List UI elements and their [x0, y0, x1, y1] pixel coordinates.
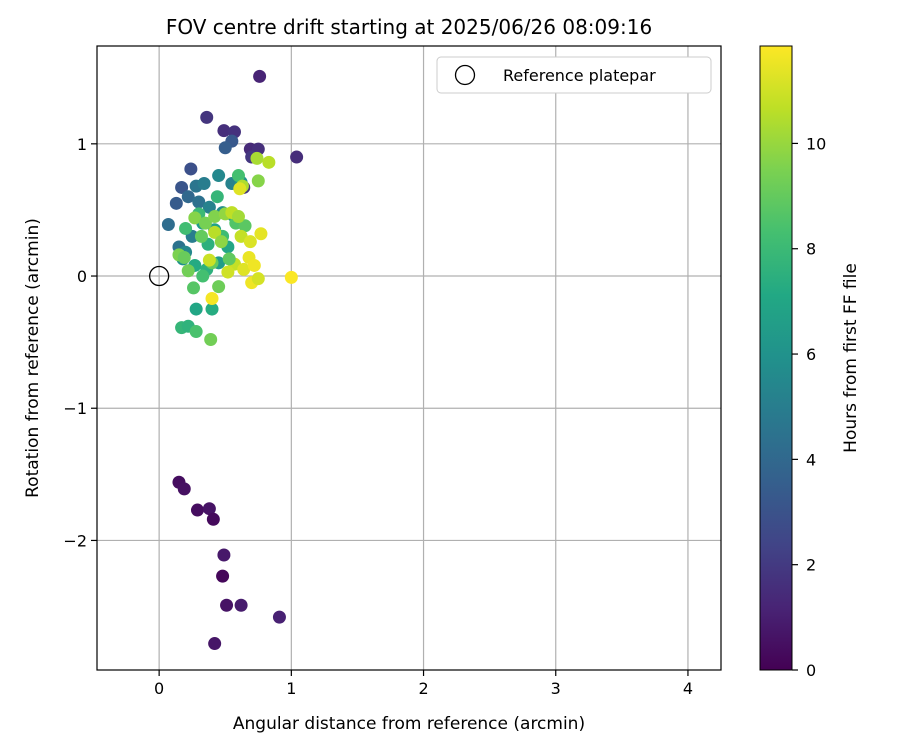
data-point	[179, 221, 193, 235]
data-point	[272, 610, 286, 624]
data-point	[238, 219, 252, 233]
colorbar-tick-label: 2	[806, 556, 816, 575]
data-point	[202, 502, 216, 516]
data-point	[161, 217, 175, 231]
y-tick-label: 1	[77, 135, 87, 154]
y-tick-label: 0	[77, 267, 87, 286]
data-point	[233, 182, 247, 196]
data-point	[231, 169, 245, 183]
y-tick-label: −1	[63, 399, 87, 418]
data-point	[169, 196, 183, 210]
data-points	[161, 69, 304, 651]
data-point	[212, 169, 226, 183]
reference-platepar-marker	[148, 265, 170, 287]
data-point	[196, 269, 210, 283]
legend-marker	[454, 64, 476, 86]
x-axis-label: Angular distance from reference (arcmin)	[233, 714, 585, 734]
data-point	[192, 195, 206, 209]
data-point	[177, 251, 191, 265]
data-point	[204, 332, 218, 346]
data-point	[205, 302, 219, 316]
data-point	[284, 270, 298, 284]
plot-frame	[96, 45, 722, 671]
data-point	[202, 253, 216, 267]
data-point	[187, 281, 201, 295]
reference-marker-group	[148, 265, 170, 287]
data-point	[194, 229, 208, 243]
data-point	[251, 174, 265, 188]
data-point	[212, 280, 226, 294]
data-point	[189, 302, 203, 316]
data-point	[250, 151, 264, 165]
data-point	[222, 252, 236, 266]
data-point	[208, 637, 222, 651]
data-point	[251, 272, 265, 286]
data-point	[290, 150, 304, 164]
data-point	[218, 141, 232, 155]
data-point	[198, 216, 212, 230]
data-point	[184, 162, 198, 176]
data-point	[217, 548, 231, 562]
data-point	[247, 258, 261, 272]
data-point	[262, 155, 276, 169]
data-point	[234, 598, 248, 612]
x-axis-ticks: 0 1 2 3 4	[154, 670, 693, 698]
legend: Reference platepar	[436, 56, 712, 94]
data-point	[206, 512, 220, 526]
data-point	[200, 110, 214, 124]
data-point	[208, 225, 222, 239]
colorbar-tick-label: 8	[806, 240, 816, 259]
colorbar-tick-label: 0	[806, 661, 816, 680]
data-point	[253, 69, 267, 83]
x-tick-label: 4	[683, 679, 693, 698]
data-point	[181, 190, 195, 204]
x-tick-label: 0	[154, 679, 164, 698]
data-point	[210, 190, 224, 204]
colorbar-label: Hours from first FF file	[841, 263, 861, 453]
y-tick-label: −2	[63, 531, 87, 550]
data-point	[188, 211, 202, 225]
data-point	[208, 210, 222, 224]
grid-lines	[97, 46, 721, 670]
x-tick-label: 3	[551, 679, 561, 698]
data-point	[217, 124, 231, 138]
x-tick-label: 2	[418, 679, 428, 698]
data-point	[216, 569, 230, 583]
data-point	[175, 180, 189, 194]
colorbar-tick-label: 10	[806, 134, 826, 153]
chart-title: FOV centre drift starting at 2025/06/26 …	[166, 15, 652, 39]
data-point	[205, 292, 219, 306]
data-point	[237, 262, 251, 276]
colorbar-ticks: 0 2 4 6 8 10	[792, 134, 826, 680]
data-point	[197, 176, 211, 190]
y-axis-label: Rotation from reference (arcmin)	[23, 218, 43, 498]
colorbar-tick-label: 4	[806, 450, 816, 469]
data-point	[189, 325, 203, 339]
data-point	[221, 265, 235, 279]
colorbar-tick-label: 6	[806, 345, 816, 364]
legend-box	[436, 56, 712, 94]
x-tick-label: 1	[286, 679, 296, 698]
data-point	[214, 235, 228, 249]
data-point	[220, 598, 234, 612]
data-point	[181, 264, 195, 278]
y-axis-ticks: −2 −1 0 1	[63, 135, 97, 550]
data-point	[231, 210, 245, 224]
legend-label: Reference platepar	[503, 66, 656, 85]
data-point	[243, 235, 257, 249]
data-point	[177, 482, 191, 496]
data-point	[190, 503, 204, 517]
data-point	[254, 227, 268, 241]
colorbar	[759, 45, 793, 671]
